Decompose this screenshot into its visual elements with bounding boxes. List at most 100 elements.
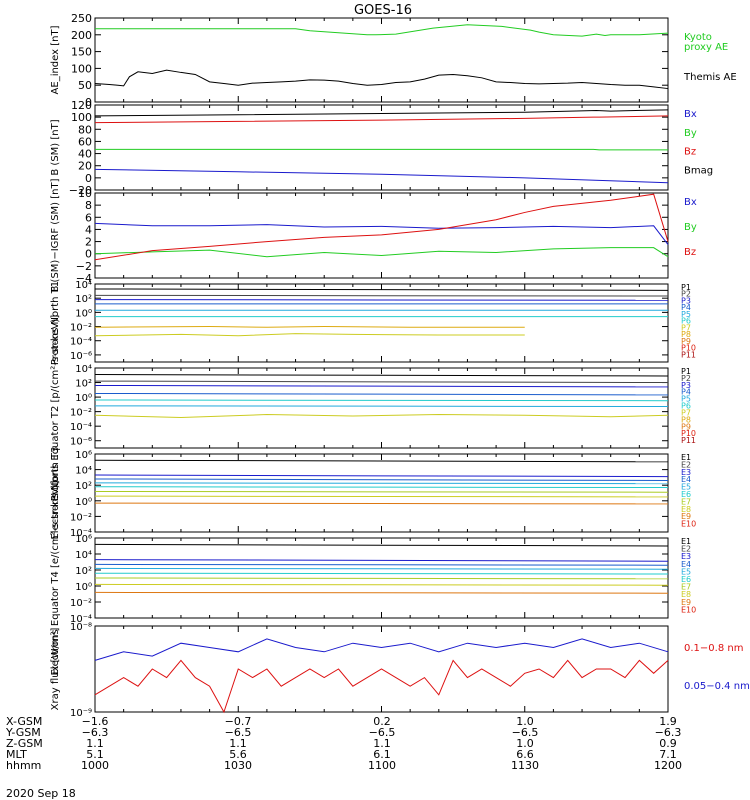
series-line-p5	[94, 405, 669, 408]
y-tick-label: 10²	[75, 566, 92, 577]
x-row-value: 6.1	[373, 748, 391, 761]
series-line-p2	[94, 380, 669, 384]
x-row-value: 1.0	[516, 737, 534, 750]
legend-item: P10	[681, 429, 696, 438]
y-tick-label: 10²	[75, 379, 92, 390]
series-line-e6	[94, 490, 669, 493]
series-line-p7	[94, 414, 669, 418]
y-tick-label: 0	[85, 96, 92, 109]
series-line-bx	[94, 222, 669, 245]
legend-item: P6	[681, 402, 691, 411]
legend-item: P5	[681, 395, 691, 404]
x-row-value: −6.5	[225, 726, 252, 739]
y-axis-label: Protons Equator T2 [p/(cm²-s-sr-keV)]	[50, 315, 61, 502]
legend-item: P6	[681, 317, 691, 326]
x-row-value: 5.1	[86, 748, 104, 761]
x-row-value: 1030	[224, 759, 252, 772]
x-row-value: 1.0	[516, 715, 534, 728]
y-axis-label: AE_index [nT]	[50, 25, 61, 94]
x-row-label: MLT	[6, 748, 27, 761]
y-axis-label: Protons North T1	[50, 281, 61, 365]
y-tick-label: 10²	[75, 294, 92, 305]
series-line-e1	[94, 459, 669, 463]
y-tick-label: 40	[78, 148, 92, 161]
y-tick-label: 10⁻⁸	[70, 622, 92, 633]
legend-item: P7	[681, 408, 691, 417]
series-line-e5	[94, 486, 669, 489]
y-tick-label: −20	[69, 184, 92, 197]
series-line-e1	[94, 543, 669, 547]
series-line-p3	[94, 299, 669, 301]
legend-item: E6	[681, 575, 691, 584]
x-row-value: 0.9	[659, 737, 677, 750]
legend-item: E3	[681, 468, 691, 477]
y-tick-label: 200	[71, 29, 92, 42]
y-tick-label: 2	[85, 236, 92, 249]
series-line-p6	[94, 399, 669, 402]
legend-item: Bz	[684, 247, 696, 258]
y-tick-label: 4	[85, 223, 92, 236]
series-line-0-1-0-8-nm	[94, 659, 669, 714]
legend-item: P2	[681, 374, 691, 383]
series-line-by	[95, 148, 668, 151]
legend-item: Kyoto	[684, 32, 712, 43]
series-line-e7	[94, 495, 669, 498]
y-tick-label: 10⁴	[75, 466, 92, 477]
series-line-e4	[94, 482, 669, 485]
series-line-p7	[94, 333, 525, 337]
legend-item: P8	[681, 330, 691, 339]
series-line-p1	[94, 374, 669, 377]
x-row-value: 5.6	[229, 748, 247, 761]
y-tick-label: 50	[78, 79, 92, 92]
y-tick-label: −4	[76, 272, 92, 285]
y-tick-label: 0	[85, 172, 92, 185]
legend-item: Bx	[684, 109, 697, 120]
y-tick-label: 80	[78, 123, 92, 136]
x-row-value: 1200	[654, 759, 682, 772]
x-row-value: 6.6	[516, 748, 534, 761]
legend-item: proxy AE	[684, 42, 728, 53]
legend-item: E7	[681, 497, 691, 506]
y-tick-label: 10⁴	[75, 280, 92, 291]
legend-item: E5	[681, 483, 691, 492]
x-row-label: hhmm	[6, 759, 41, 772]
y-tick-label: 120	[71, 99, 92, 112]
y-axis-label: B (SM) [nT]	[50, 119, 61, 175]
x-row-value: −6.5	[369, 726, 396, 739]
x-row-value: 1.9	[659, 715, 677, 728]
series-line-e7	[94, 583, 669, 586]
legend-item: E10	[681, 605, 696, 614]
x-row-value: 1.1	[373, 737, 391, 750]
series-line-p2	[94, 294, 669, 297]
legend-item: 0.05−0.4 nm	[684, 681, 750, 692]
x-row-value: 0.2	[373, 715, 391, 728]
y-tick-label: 10⁻⁴	[70, 337, 92, 348]
series-line-e6	[94, 577, 669, 580]
legend-item: E8	[681, 590, 691, 599]
y-tick-label: 10⁻²	[70, 598, 92, 609]
legend-item: E3	[681, 552, 691, 561]
y-tick-label: 10⁰	[75, 308, 92, 319]
legend-item: P11	[681, 436, 696, 445]
series-line-0-05-0-4-nm	[94, 638, 669, 661]
series-line-e8	[94, 502, 669, 505]
x-row-value: −1.6	[82, 715, 109, 728]
legend-item: P5	[681, 310, 691, 319]
legend-item: E4	[681, 475, 691, 484]
legend-item: P7	[681, 323, 691, 332]
x-row-value: 1.1	[86, 737, 104, 750]
legend-item: E4	[681, 560, 691, 569]
legend-item: P3	[681, 296, 691, 305]
y-axis-label: Electrons Equator T4 [e/(cm²-s-sr-keV)]	[50, 480, 61, 675]
y-tick-label: 150	[71, 46, 92, 59]
y-tick-label: −2	[76, 260, 92, 273]
series-line-e2	[94, 559, 669, 562]
y-tick-label: 0	[85, 248, 92, 261]
legend-item: By	[684, 222, 697, 233]
series-line-e3	[94, 563, 669, 566]
x-row-value: 7.1	[659, 748, 677, 761]
legend-item: P1	[681, 367, 691, 376]
x-row-value: −6.5	[512, 726, 539, 739]
legend-item: E7	[681, 583, 691, 592]
